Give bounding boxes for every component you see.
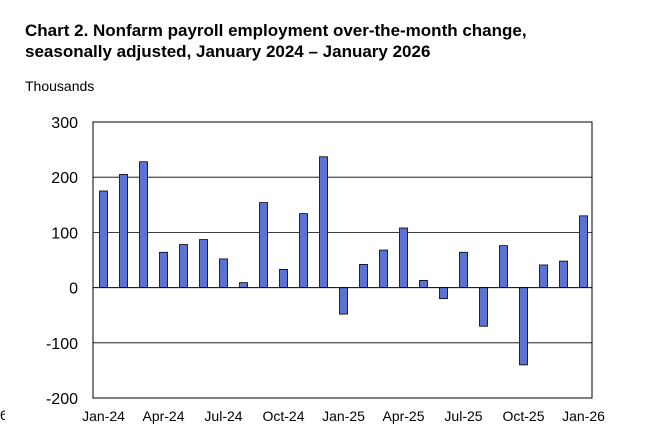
bar-oct-25 — [519, 287, 528, 366]
y-tick-label: 0 — [69, 281, 78, 298]
bar-apr-24 — [159, 251, 168, 289]
y-tick-label: 200 — [51, 170, 78, 187]
y-tick-label: 100 — [51, 225, 78, 242]
bar-apr-25 — [399, 227, 408, 288]
chart-title-line-2: seasonally adjusted, January 2024 – Janu… — [25, 42, 431, 61]
bar-may-25 — [419, 280, 428, 289]
bar-nov-25 — [539, 264, 548, 288]
clipped-edge-text: 6 — [0, 407, 5, 423]
y-tick-label: 300 — [51, 115, 78, 132]
bar-mar-25 — [379, 249, 388, 288]
x-tick-label: Jan-25 — [322, 408, 365, 424]
bars — [99, 156, 588, 366]
bar-feb-24 — [119, 174, 128, 289]
bar-dec-25 — [559, 260, 568, 289]
bar-feb-25 — [359, 264, 368, 288]
x-tick-label: Oct-24 — [262, 408, 304, 424]
bar-dec-24 — [319, 156, 328, 289]
bar-jul-25 — [459, 251, 468, 289]
bar-jun-24 — [199, 239, 208, 289]
bar-nov-24 — [299, 213, 308, 289]
bar-aug-25 — [479, 287, 488, 327]
y-tick-label: -200 — [46, 391, 78, 408]
bar-oct-24 — [279, 268, 288, 289]
plot-frame — [92, 121, 593, 399]
bar-jan-26 — [579, 215, 588, 288]
bar-jan-24 — [99, 190, 108, 288]
bar-sep-24 — [259, 202, 268, 288]
chart-title-line-1: Chart 2. Nonfarm payroll employment over… — [25, 21, 527, 40]
x-tick-label: Jul-25 — [444, 408, 482, 424]
x-tick-label: Apr-25 — [382, 408, 424, 424]
bar-may-24 — [179, 244, 188, 289]
bar-mar-24 — [139, 161, 148, 289]
y-axis-ticks: 300 200 100 0 -100 -200 — [46, 115, 78, 408]
x-tick-label: Jan-24 — [82, 408, 125, 424]
chart-title: Chart 2. Nonfarm payroll employment over… — [25, 20, 645, 62]
bar-aug-24 — [239, 282, 248, 288]
x-tick-label: Oct-25 — [502, 408, 544, 424]
x-tick-label: Apr-24 — [142, 408, 184, 424]
y-tick-label: -100 — [46, 336, 78, 353]
x-tick-label: Jul-24 — [204, 408, 242, 424]
y-axis-unit-label: Thousands — [25, 78, 95, 94]
bar-jul-24 — [219, 258, 228, 288]
bar-sep-25 — [499, 245, 508, 288]
gridlines — [93, 176, 592, 344]
bar-jun-25 — [439, 287, 448, 300]
bar-jan-25 — [339, 287, 348, 315]
x-tick-label: Jan-26 — [562, 408, 605, 424]
x-axis-ticks: Jan-24 Apr-24 Jul-24 Oct-24 Jan-25 Apr-25 Jul-… — [82, 408, 605, 424]
